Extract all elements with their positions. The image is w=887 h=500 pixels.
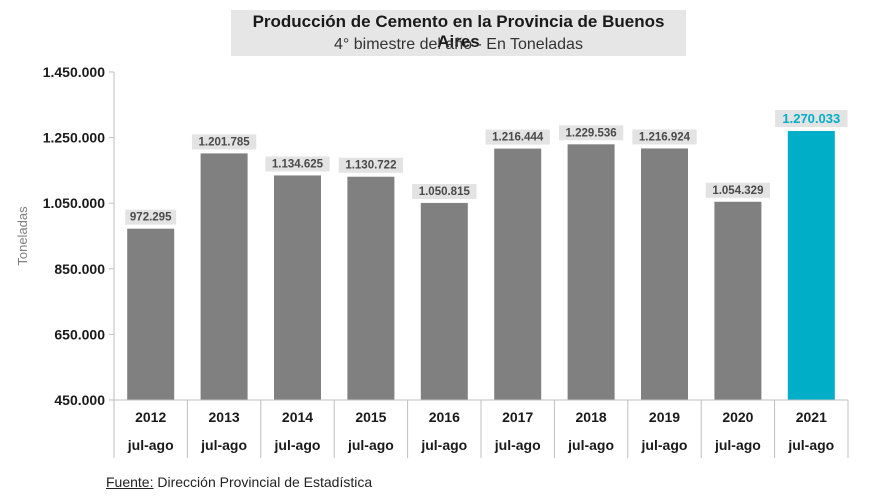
bar-chart: Toneladas 450.000 650.000 850.000 1.050.000… — [15, 64, 849, 458]
x-tick-label-2015: 2015 — [355, 409, 386, 425]
x-tick-sublabel: jul-ago — [347, 437, 394, 453]
bar-2012 — [127, 228, 175, 400]
data-label-2018: 1.229.536 — [566, 127, 617, 139]
data-label-2015: 1.130.722 — [345, 160, 396, 172]
data-label-2021: 1.270.033 — [782, 111, 840, 126]
x-tick-label-2017: 2017 — [502, 409, 533, 425]
y-tick-label: 450.000 — [54, 392, 105, 408]
data-label-2020: 1.054.329 — [712, 185, 763, 197]
source-label: Fuente: — [106, 474, 154, 490]
y-tick-label: 650.000 — [54, 326, 105, 342]
x-tick-label-2014: 2014 — [282, 409, 313, 425]
data-label-bg — [265, 156, 330, 172]
bar-2015 — [347, 176, 395, 400]
data-label-bg — [125, 209, 177, 225]
data-label-bg — [632, 129, 697, 145]
source-text: Dirección Provincial de Estadística — [153, 474, 373, 490]
data-label-bg — [191, 134, 257, 150]
bar-2013 — [200, 153, 248, 400]
x-tick-sublabel: jul-ago — [274, 437, 321, 453]
data-label-bg — [412, 183, 477, 199]
x-tick-label-2012: 2012 — [135, 409, 166, 425]
bar-2021 — [787, 131, 835, 400]
x-tick-sublabel: jul-ago — [127, 437, 174, 453]
x-tick-sublabel: jul-ago — [787, 437, 834, 453]
x-tick-label-2016: 2016 — [429, 409, 460, 425]
x-tick-sublabel: jul-ago — [714, 437, 761, 453]
bar-2018 — [567, 144, 615, 400]
data-label-bg — [558, 125, 624, 141]
data-label-2017: 1.216.444 — [492, 132, 544, 144]
x-tick-label-2019: 2019 — [649, 409, 680, 425]
x-tick-sublabel: jul-ago — [200, 437, 247, 453]
chart-title: Producción de Cemento en la Provincia de… — [252, 12, 665, 51]
x-tick-sublabel: jul-ago — [420, 437, 467, 453]
x-tick-sublabel: jul-ago — [494, 437, 541, 453]
data-label-2013: 1.201.785 — [199, 136, 251, 148]
x-tick-label-2021: 2021 — [796, 409, 827, 425]
y-tick-label: 1.250.000 — [43, 130, 105, 146]
title-box: Producción de Cemento en la Provincia de… — [231, 10, 686, 56]
data-label-2016: 1.050.815 — [419, 186, 471, 198]
x-tick-label-2020: 2020 — [722, 409, 753, 425]
x-tick-label-2013: 2013 — [209, 409, 240, 425]
data-label-bg — [485, 129, 550, 145]
source-note: Fuente: Dirección Provincial de Estadíst… — [106, 474, 372, 490]
x-tick-label-2018: 2018 — [576, 409, 607, 425]
bar-2019 — [641, 148, 688, 400]
y-axis-label: Toneladas — [15, 206, 30, 266]
data-label-bg — [338, 157, 404, 173]
data-label-2012: 972.295 — [130, 212, 172, 224]
bar-2017 — [494, 148, 542, 400]
data-label-bg — [775, 110, 848, 128]
x-tick-sublabel: jul-ago — [641, 437, 688, 453]
chart-subtitle: 4° bimestre del año - En Toneladas — [334, 36, 583, 53]
data-label-2014: 1.134.625 — [272, 158, 324, 170]
bar-2016 — [420, 202, 468, 400]
data-label-2019: 1.216.924 — [639, 131, 691, 143]
bar-2014 — [274, 175, 321, 400]
x-tick-sublabel: jul-ago — [567, 437, 614, 453]
y-tick-label: 1.050.000 — [43, 195, 105, 211]
bar-2020 — [714, 201, 762, 400]
y-tick-label: 1.450.000 — [43, 64, 105, 80]
y-tick-label: 850.000 — [54, 261, 105, 277]
data-label-bg — [705, 182, 771, 198]
